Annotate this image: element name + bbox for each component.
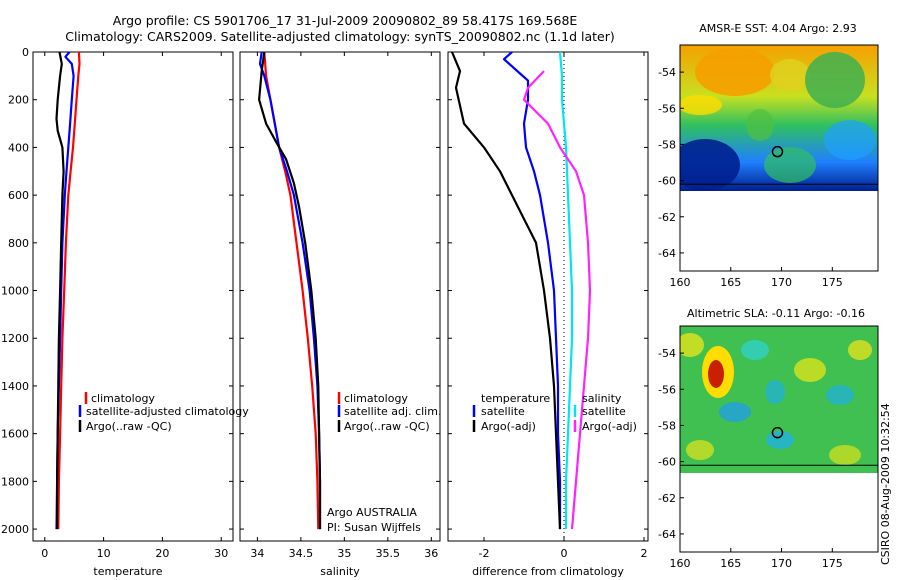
header-title-line1: Argo profile: CS 5901706_17 31-Jul-2009 … (113, 13, 578, 28)
x-tick-label: 10 (97, 547, 111, 560)
header-title-line2: Climatology: CARS2009. Satellite-adjuste… (65, 29, 615, 44)
map-x-tick-label: 160 (670, 557, 691, 570)
series-line-salinity-satellite (558, 51, 574, 530)
sla-map-frame (679, 325, 879, 553)
y-tick-label: 2000 (1, 523, 29, 536)
map-y-tick-label: -56 (658, 102, 676, 115)
difference-panel-frame (447, 51, 649, 542)
y-tick-label: 1200 (1, 332, 29, 345)
legend-label-sal-argo: Argo(-adj) (582, 420, 637, 433)
y-tick-label: 200 (8, 94, 29, 107)
sst-heatmap (680, 45, 878, 191)
map-x-tick-label: 175 (822, 276, 843, 289)
map-y-tick-label: -60 (658, 175, 676, 188)
salinity-panel-frame (239, 51, 441, 542)
x-tick-label: 0 (561, 547, 568, 560)
series-line-temperature-argo-adj- (450, 51, 562, 530)
x-tick-label: -2 (479, 547, 490, 560)
footer-credit: CSIRO 08-Aug-2009 10:32:54 (879, 403, 892, 565)
salinity-xlabel: salinity (320, 565, 360, 578)
y-tick-label: 400 (8, 141, 29, 154)
series-line-climatology (57, 51, 81, 530)
series-line-temperature-satellite (502, 51, 562, 530)
temperature-xlabel: temperature (93, 565, 162, 578)
annotation-pi: PI: Susan Wijffels (327, 521, 421, 534)
annotation-argo-australia: Argo AUSTRALIA (327, 506, 417, 519)
legend-label-temp-satellite: satellite (481, 405, 525, 418)
map-y-tick-label: -58 (658, 138, 676, 151)
difference-legend-temperature: temperature satellite Argo(-adj) (472, 392, 550, 433)
legend-label-sal-satellite: satellite (582, 405, 626, 418)
x-tick-label: 35 (337, 547, 351, 560)
salinity-legend: climatology satellite adj. clim. Argo(..… (327, 392, 441, 534)
difference-xlabel: difference from climatology (472, 565, 624, 578)
legend-label-temp-argo: Argo(-adj) (481, 420, 536, 433)
y-tick-label: 800 (8, 237, 29, 250)
y-tick-label: 600 (8, 189, 29, 202)
legend-label-climatology: climatology (344, 392, 408, 405)
map-x-tick-label: 165 (720, 557, 741, 570)
map-y-tick-label: -54 (658, 347, 676, 360)
series-line-argo-raw-qc- (258, 51, 322, 530)
map-y-tick-label: -58 (658, 419, 676, 432)
legend-label-argo: Argo(..raw -QC) (86, 420, 172, 433)
series-line-salinity-argo-adj- (522, 70, 592, 530)
map-y-tick-label: -60 (658, 456, 676, 469)
map-x-tick-label: 175 (822, 557, 843, 570)
x-tick-label: 20 (155, 547, 169, 560)
y-tick-label: 0 (22, 46, 29, 59)
series-line-argo-raw-qc- (55, 51, 65, 530)
salinity-chart: 34 34.5 35 35.5 36 (240, 51, 440, 560)
legend-label-satellite: satellite-adjusted climatology (86, 405, 249, 418)
legend-title-temperature: temperature (481, 392, 550, 405)
x-tick-label: 36 (424, 547, 438, 560)
x-tick-label: 34.5 (289, 547, 314, 560)
legend-label-climatology: climatology (91, 392, 155, 405)
x-tick-label: 0 (41, 547, 48, 560)
y-tick-label: 1000 (1, 285, 29, 298)
argo-float-marker (771, 145, 784, 158)
difference-legend-salinity: salinity satellite Argo(-adj) (573, 392, 637, 433)
sst-map-axes: 160 165 170 175 -54 -56 -58 -60 -62 -64 (658, 66, 878, 289)
sla-map-title: Altimetric SLA: -0.11 Argo: -0.16 (687, 307, 865, 320)
map-y-tick-label: -64 (658, 247, 676, 260)
map-y-tick-label: -62 (658, 211, 676, 224)
x-tick-label: 34 (250, 547, 264, 560)
temperature-panel-frame (32, 51, 234, 542)
difference-chart: -2 0 2 (448, 51, 648, 560)
y-tick-label: 1800 (1, 475, 29, 488)
map-y-tick-label: -56 (658, 383, 676, 396)
x-tick-label: 35.5 (376, 547, 401, 560)
argo-float-marker (771, 426, 784, 439)
legend-label-satellite: satellite adj. clim. (344, 405, 441, 418)
y-tick-label: 1600 (1, 428, 29, 441)
map-x-tick-label: 160 (670, 276, 691, 289)
legend-title-salinity: salinity (582, 392, 622, 405)
map-x-tick-label: 170 (771, 557, 792, 570)
sst-map-frame (679, 44, 879, 272)
x-tick-label: 30 (214, 547, 228, 560)
sla-map-axes: 160 165 170 175 -54 -56 -58 -60 -62 -64 (658, 347, 878, 570)
map-x-tick-label: 170 (771, 276, 792, 289)
temperature-legend: climatology satellite-adjusted climatolo… (78, 392, 249, 433)
legend-label-argo: Argo(..raw -QC) (344, 420, 430, 433)
sla-heatmap (680, 326, 878, 473)
y-tick-label: 1400 (1, 380, 29, 393)
map-x-tick-label: 165 (720, 276, 741, 289)
map-y-tick-label: -54 (658, 66, 676, 79)
sst-map-title: AMSR-E SST: 4.04 Argo: 2.93 (699, 22, 857, 35)
temperature-chart: 0 10 20 30 0 200 400 600 800 1000 1200 1400 1600 1800… (1, 46, 233, 560)
map-y-tick-label: -64 (658, 528, 676, 541)
map-y-tick-label: -62 (658, 492, 676, 505)
x-tick-label: 2 (641, 547, 648, 560)
